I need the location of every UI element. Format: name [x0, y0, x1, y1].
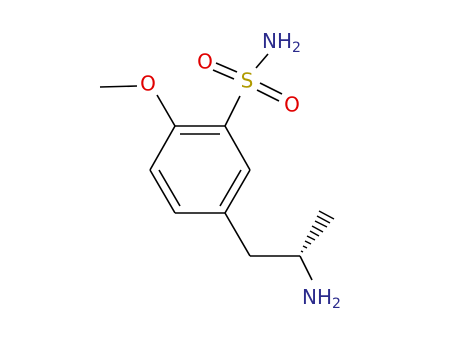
atom-label: NH2 — [262, 29, 301, 57]
atom-labels: NH2 S O O O NH2 — [140, 29, 341, 313]
atom-label: NH2 — [302, 285, 341, 313]
bond — [149, 169, 176, 214]
bond — [259, 82, 283, 95]
bond — [299, 255, 313, 281]
atom-label: O — [197, 50, 213, 74]
hashed-wedge — [300, 210, 335, 253]
atom-label: S — [241, 69, 254, 93]
bond — [99, 85, 138, 88]
bond — [255, 53, 269, 69]
atom-symbol: NH — [262, 29, 292, 53]
subscript: 2 — [292, 40, 301, 56]
bond — [256, 89, 280, 102]
atom-label: O — [140, 72, 156, 96]
bond — [224, 125, 251, 171]
subscript: 2 — [332, 296, 341, 312]
atom-symbol: NH — [302, 285, 332, 309]
bonds — [99, 53, 335, 281]
bond — [224, 169, 251, 214]
bond — [212, 69, 235, 80]
bond — [219, 169, 242, 207]
bond — [215, 62, 238, 73]
atom-label: O — [284, 93, 300, 117]
bond — [156, 94, 176, 127]
bond — [224, 95, 241, 127]
bond — [224, 212, 251, 257]
bond — [158, 169, 181, 207]
bond — [149, 125, 176, 171]
